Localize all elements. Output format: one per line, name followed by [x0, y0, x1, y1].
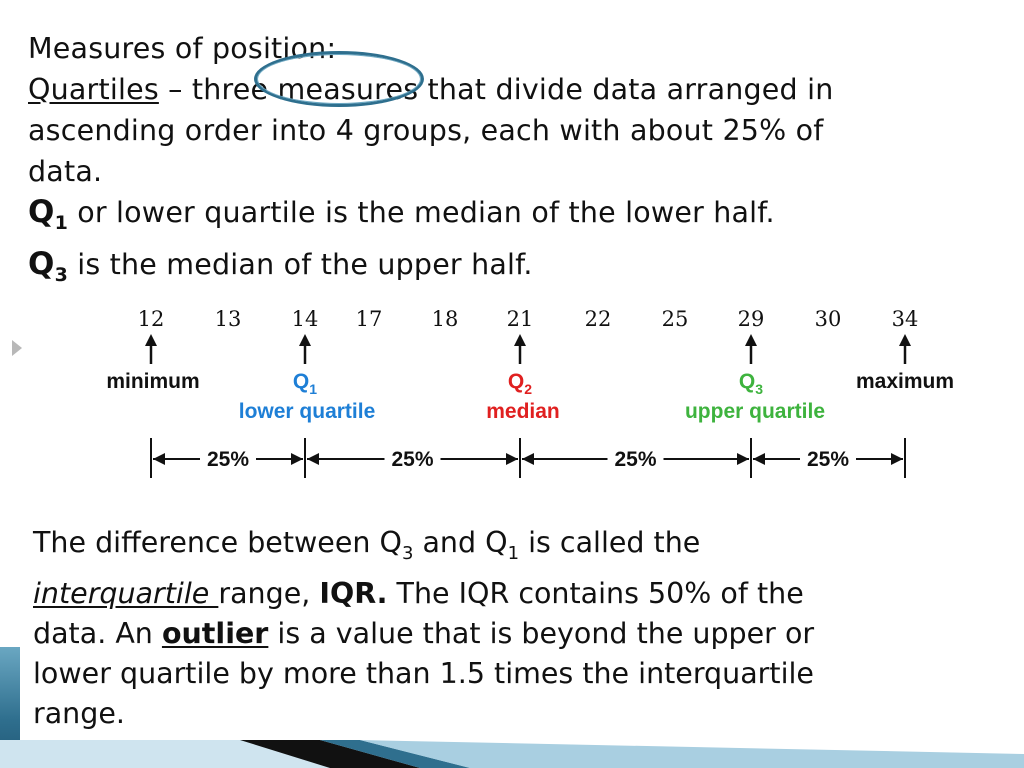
segment-arrowhead-right-2 — [737, 453, 749, 465]
segment-arrowhead-right-1 — [506, 453, 518, 465]
label-q2-name: median — [486, 400, 560, 423]
iqr-term: IQR. — [319, 577, 388, 610]
data-value-0: 12 — [138, 307, 165, 331]
explanation-line-5: range. — [33, 697, 125, 730]
quartile-diagram-svg: 12 13 14 17 18 21 22 25 29 30 34 minimum maximum Q1 lo… — [106, 307, 954, 478]
explanation-line-1: The difference between Q3 and Q1 is call… — [33, 526, 701, 564]
data-value-10: 34 — [892, 307, 919, 331]
q1-definition: Q1 or lower quartile is the median of th… — [28, 192, 988, 244]
q3-symbol: Q3 — [28, 246, 68, 287]
quartiles-term: Quartiles — [28, 73, 159, 106]
segment-arrowhead-left-1 — [307, 453, 319, 465]
up-arrow-head-1 — [299, 334, 311, 346]
segment-arrowhead-left-0 — [153, 453, 165, 465]
data-value-3: 17 — [356, 307, 383, 331]
segment-arrowhead-left-2 — [522, 453, 534, 465]
intro-text: Measures of position: Quartiles – three … — [28, 28, 988, 296]
up-arrow-head-2 — [514, 334, 526, 346]
data-value-8: 29 — [738, 307, 765, 331]
up-arrow-head-0 — [145, 334, 157, 346]
label-q3-symbol: Q3 — [739, 370, 763, 397]
segment-percent-2: 25% — [614, 448, 656, 471]
interquartile-term: interquartile — [33, 577, 219, 610]
up-arrow-head-3 — [745, 334, 757, 346]
quartiles-def-line-3: data. — [28, 155, 103, 188]
data-value-1: 13 — [215, 307, 242, 331]
quartiles-def-line-2: ascending order into 4 groups, each with… — [28, 114, 824, 147]
explanation-line-3: data. An outlier is a value that is beyo… — [33, 617, 815, 650]
data-value-4: 18 — [432, 307, 459, 331]
segment-arrowhead-right-3 — [891, 453, 903, 465]
label-q1-name: lower quartile — [239, 400, 376, 423]
data-value-7: 25 — [662, 307, 689, 331]
data-value-5: 21 — [507, 307, 534, 331]
page-title: Measures of position: — [28, 32, 337, 65]
segment-percent-0: 25% — [207, 448, 249, 471]
segment-percent-1: 25% — [391, 448, 433, 471]
q1-text: or lower quartile is the median of the l… — [67, 196, 775, 229]
quartiles-def-1: – three measures that divide data arrang… — [158, 73, 834, 106]
decor-bottom-band — [0, 740, 1024, 768]
q3-definition: Q3 is the median of the upper half. — [28, 244, 988, 296]
up-arrow-head-4 — [899, 334, 911, 346]
q3-text: is the median of the upper half. — [67, 248, 533, 282]
outlier-term: outlier — [161, 617, 269, 650]
explanation-text: The difference between Q3 and Q1 is call… — [33, 523, 983, 734]
segment-percent-3: 25% — [807, 448, 849, 471]
label-q1-symbol: Q1 — [293, 370, 317, 397]
segment-arrowhead-right-0 — [291, 453, 303, 465]
label-q3-name: upper quartile — [685, 400, 825, 423]
data-value-2: 14 — [292, 307, 319, 331]
quartiles-def-line-1: Quartiles – three measures that divide d… — [28, 69, 988, 110]
explanation-line-4: lower quartile by more than 1.5 times th… — [33, 657, 814, 690]
explanation-line-2: interquartile range, IQR. The IQR contai… — [33, 577, 804, 610]
segment-arrowhead-left-3 — [753, 453, 765, 465]
label-minimum: minimum — [106, 370, 199, 393]
quartile-diagram: 12 13 14 17 18 21 22 25 29 30 34 minimum maximum Q1 lo… — [100, 300, 980, 490]
title-line: Measures of position: — [28, 28, 988, 69]
data-value-6: 22 — [585, 307, 612, 331]
data-value-9: 30 — [815, 307, 842, 331]
slide-nav-arrow-icon — [12, 340, 22, 356]
label-maximum: maximum — [856, 370, 954, 393]
decor-left-bar — [0, 647, 20, 768]
q1-symbol: Q1 — [28, 194, 68, 235]
label-q2-symbol: Q2 — [508, 370, 532, 397]
